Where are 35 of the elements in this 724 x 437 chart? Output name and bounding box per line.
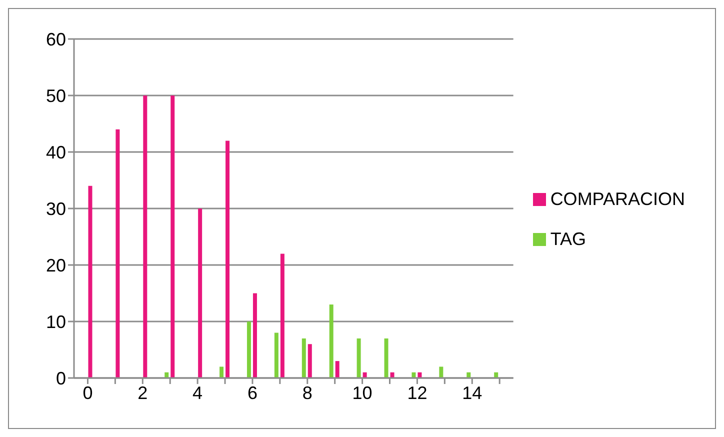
bar (198, 208, 202, 378)
bar (308, 344, 312, 378)
legend-label: COMPARACION (550, 188, 685, 208)
bar (220, 366, 224, 378)
bar (143, 96, 148, 378)
bar (116, 129, 120, 378)
x-tick-label: 4 (192, 382, 203, 403)
bar (335, 361, 340, 378)
y-tick-label: 10 (46, 312, 66, 332)
x-tick-label: 0 (82, 382, 93, 403)
bar (439, 366, 444, 378)
legend-label: TAG (550, 228, 586, 248)
y-tick-label: 50 (46, 86, 66, 106)
bar (329, 304, 334, 378)
x-tick-label: 2 (138, 382, 148, 403)
bar (280, 254, 284, 378)
bar (384, 338, 388, 378)
bar (246, 322, 251, 378)
x-tick-label: 12 (407, 382, 428, 403)
x-tick-label: 14 (462, 382, 482, 403)
bar (226, 140, 230, 378)
bar (274, 332, 278, 378)
bar (302, 338, 306, 378)
y-tick-label: 20 (46, 255, 66, 276)
bar (88, 186, 92, 378)
y-tick-label: 0 (56, 368, 66, 388)
x-tick-label: 8 (302, 382, 312, 403)
bar (252, 293, 257, 378)
y-tick-label: 60 (46, 29, 66, 50)
y-tick-label: 30 (46, 198, 66, 219)
y-tick-label: 40 (46, 142, 66, 162)
x-tick-label: 10 (352, 382, 372, 403)
bar (356, 338, 361, 378)
x-tick-label: 6 (247, 382, 258, 403)
bar (170, 96, 175, 378)
